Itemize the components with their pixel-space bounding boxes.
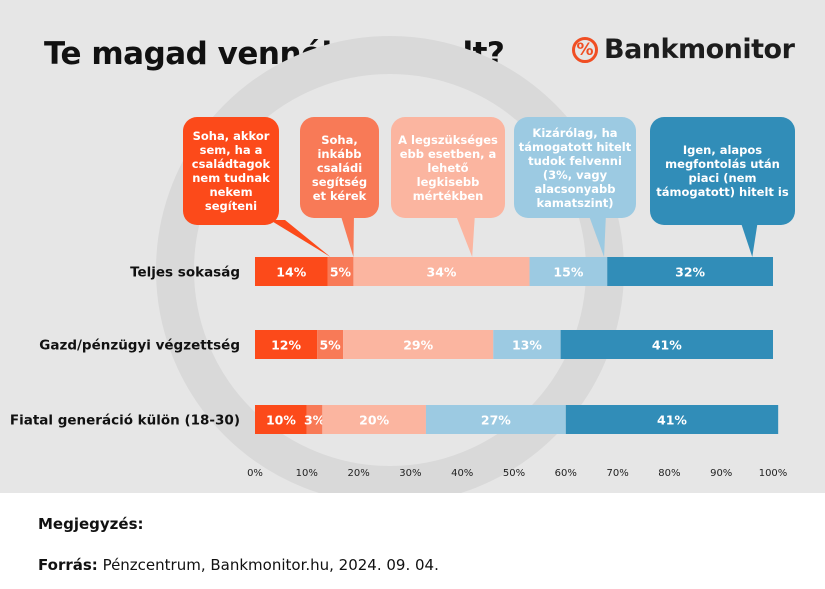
percent-icon: % bbox=[572, 36, 598, 63]
legend-callout: Igen, alapos megfontolás után piaci (nem… bbox=[650, 117, 795, 225]
data-label: 27% bbox=[481, 413, 511, 428]
logo-text: Bankmonitor bbox=[604, 34, 795, 65]
bar-segment bbox=[255, 257, 328, 286]
data-label: 10% bbox=[266, 413, 296, 428]
bar-segment bbox=[327, 257, 354, 286]
bar-segment bbox=[607, 257, 773, 286]
data-label: 32% bbox=[675, 265, 705, 280]
data-label: 20% bbox=[359, 413, 389, 428]
x-tick-label: 80% bbox=[658, 468, 680, 479]
callout-pointer bbox=[340, 213, 354, 257]
x-tick-label: 90% bbox=[710, 468, 732, 479]
category-label: Teljes sokaság bbox=[130, 265, 240, 281]
note-label: Megjegyzés: bbox=[38, 515, 144, 533]
bar-segment bbox=[255, 405, 307, 434]
bar-segment bbox=[317, 330, 344, 359]
bar-segment bbox=[322, 405, 426, 434]
x-tick-label: 30% bbox=[399, 468, 421, 479]
x-tick-label: 0% bbox=[247, 468, 263, 479]
data-label: 41% bbox=[657, 413, 687, 428]
data-label: 12% bbox=[271, 338, 301, 353]
x-tick-label: 10% bbox=[296, 468, 318, 479]
bar-segment bbox=[425, 405, 566, 434]
source-label: Forrás: bbox=[38, 556, 98, 574]
callout-pointer bbox=[455, 213, 475, 257]
data-label: 5% bbox=[319, 338, 341, 353]
callout-pointer bbox=[270, 220, 331, 257]
data-label: 34% bbox=[427, 265, 457, 280]
callout-pointer bbox=[740, 220, 758, 257]
bar-segment bbox=[353, 257, 530, 286]
callout-pointer bbox=[588, 213, 606, 257]
data-label: 3% bbox=[304, 413, 326, 428]
data-label: 29% bbox=[403, 338, 433, 353]
source-text: Pénzcentrum, Bankmonitor.hu, 2024. 09. 0… bbox=[97, 556, 439, 574]
legend-callout: Kizárólag, ha támogatott hitelt tudok fe… bbox=[514, 117, 636, 218]
data-label: 15% bbox=[553, 265, 583, 280]
legend-callout: Soha, inkább családi segítség et kérek bbox=[300, 117, 379, 218]
bar-segment bbox=[343, 330, 494, 359]
bar-segment bbox=[529, 257, 608, 286]
legend-callout: A legszükséges ebb esetben, a lehető leg… bbox=[391, 117, 505, 218]
data-label: 14% bbox=[276, 265, 306, 280]
bar-segment bbox=[493, 330, 561, 359]
category-label: Fiatal generáció külön (18-30) bbox=[10, 413, 240, 429]
data-label: 13% bbox=[512, 338, 542, 353]
x-tick-label: 20% bbox=[347, 468, 369, 479]
bar-segment bbox=[565, 405, 779, 434]
data-label: 5% bbox=[330, 265, 352, 280]
bar-segment bbox=[306, 405, 323, 434]
stacked-bar-chart: Teljes sokaság 14% 5% 34% 15% 32% Gazd/pénzügy… bbox=[10, 36, 788, 493]
x-tick-label: 70% bbox=[606, 468, 628, 479]
bankmonitor-logo: % Bankmonitor bbox=[572, 34, 795, 65]
bar-segment bbox=[560, 330, 773, 359]
x-tick-label: 40% bbox=[451, 468, 473, 479]
source-line: Forrás: Pénzcentrum, Bankmonitor.hu, 202… bbox=[38, 556, 439, 574]
category-label: Gazd/pénzügyi végzettség bbox=[39, 338, 240, 354]
data-label: 41% bbox=[652, 338, 682, 353]
x-tick-label: 50% bbox=[503, 468, 525, 479]
legend-callout: Soha, akkor sem, ha a családtagok nem tu… bbox=[183, 117, 279, 225]
x-tick-label: 60% bbox=[555, 468, 577, 479]
x-tick-label: 100% bbox=[759, 468, 788, 479]
bar-segment bbox=[255, 330, 318, 359]
